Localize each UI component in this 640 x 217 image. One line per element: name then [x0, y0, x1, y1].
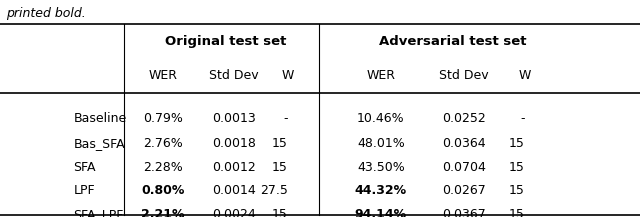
- Text: 48.01%: 48.01%: [357, 137, 404, 150]
- Text: 0.0024: 0.0024: [212, 208, 255, 217]
- Text: 0.0267: 0.0267: [442, 184, 486, 197]
- Text: 15: 15: [509, 137, 525, 150]
- Text: 15: 15: [509, 161, 525, 174]
- Text: -: -: [520, 112, 525, 125]
- Text: Std Dev: Std Dev: [209, 69, 259, 82]
- Text: 0.0012: 0.0012: [212, 161, 255, 174]
- Text: W: W: [518, 69, 531, 82]
- Text: 27.5: 27.5: [260, 184, 288, 197]
- Text: 15: 15: [272, 161, 288, 174]
- Text: 0.0367: 0.0367: [442, 208, 486, 217]
- Text: 2.21%: 2.21%: [141, 208, 185, 217]
- Text: 0.79%: 0.79%: [143, 112, 183, 125]
- Text: 0.0704: 0.0704: [442, 161, 486, 174]
- Text: SFA_LPF: SFA_LPF: [74, 208, 124, 217]
- Text: 15: 15: [509, 208, 525, 217]
- Text: W: W: [282, 69, 294, 82]
- Text: WER: WER: [366, 69, 396, 82]
- Text: Adversarial test set: Adversarial test set: [379, 35, 527, 48]
- Text: Std Dev: Std Dev: [439, 69, 489, 82]
- Text: LPF: LPF: [74, 184, 95, 197]
- Text: Bas_SFA: Bas_SFA: [74, 137, 125, 150]
- Text: 0.0018: 0.0018: [212, 137, 255, 150]
- Text: 44.32%: 44.32%: [355, 184, 407, 197]
- Text: Baseline: Baseline: [74, 112, 127, 125]
- Text: 10.46%: 10.46%: [357, 112, 404, 125]
- Text: 43.50%: 43.50%: [357, 161, 404, 174]
- Text: 0.0364: 0.0364: [442, 137, 486, 150]
- Text: 0.0252: 0.0252: [442, 112, 486, 125]
- Text: WER: WER: [148, 69, 178, 82]
- Text: -: -: [284, 112, 288, 125]
- Text: 15: 15: [272, 137, 288, 150]
- Text: 0.0014: 0.0014: [212, 184, 255, 197]
- Text: 0.80%: 0.80%: [141, 184, 185, 197]
- Text: 94.14%: 94.14%: [355, 208, 407, 217]
- Text: 15: 15: [509, 184, 525, 197]
- Text: 0.0013: 0.0013: [212, 112, 255, 125]
- Text: 15: 15: [272, 208, 288, 217]
- Text: SFA: SFA: [74, 161, 96, 174]
- Text: printed bold.: printed bold.: [6, 7, 86, 20]
- Text: 2.28%: 2.28%: [143, 161, 183, 174]
- Text: 2.76%: 2.76%: [143, 137, 183, 150]
- Text: Original test set: Original test set: [165, 35, 286, 48]
